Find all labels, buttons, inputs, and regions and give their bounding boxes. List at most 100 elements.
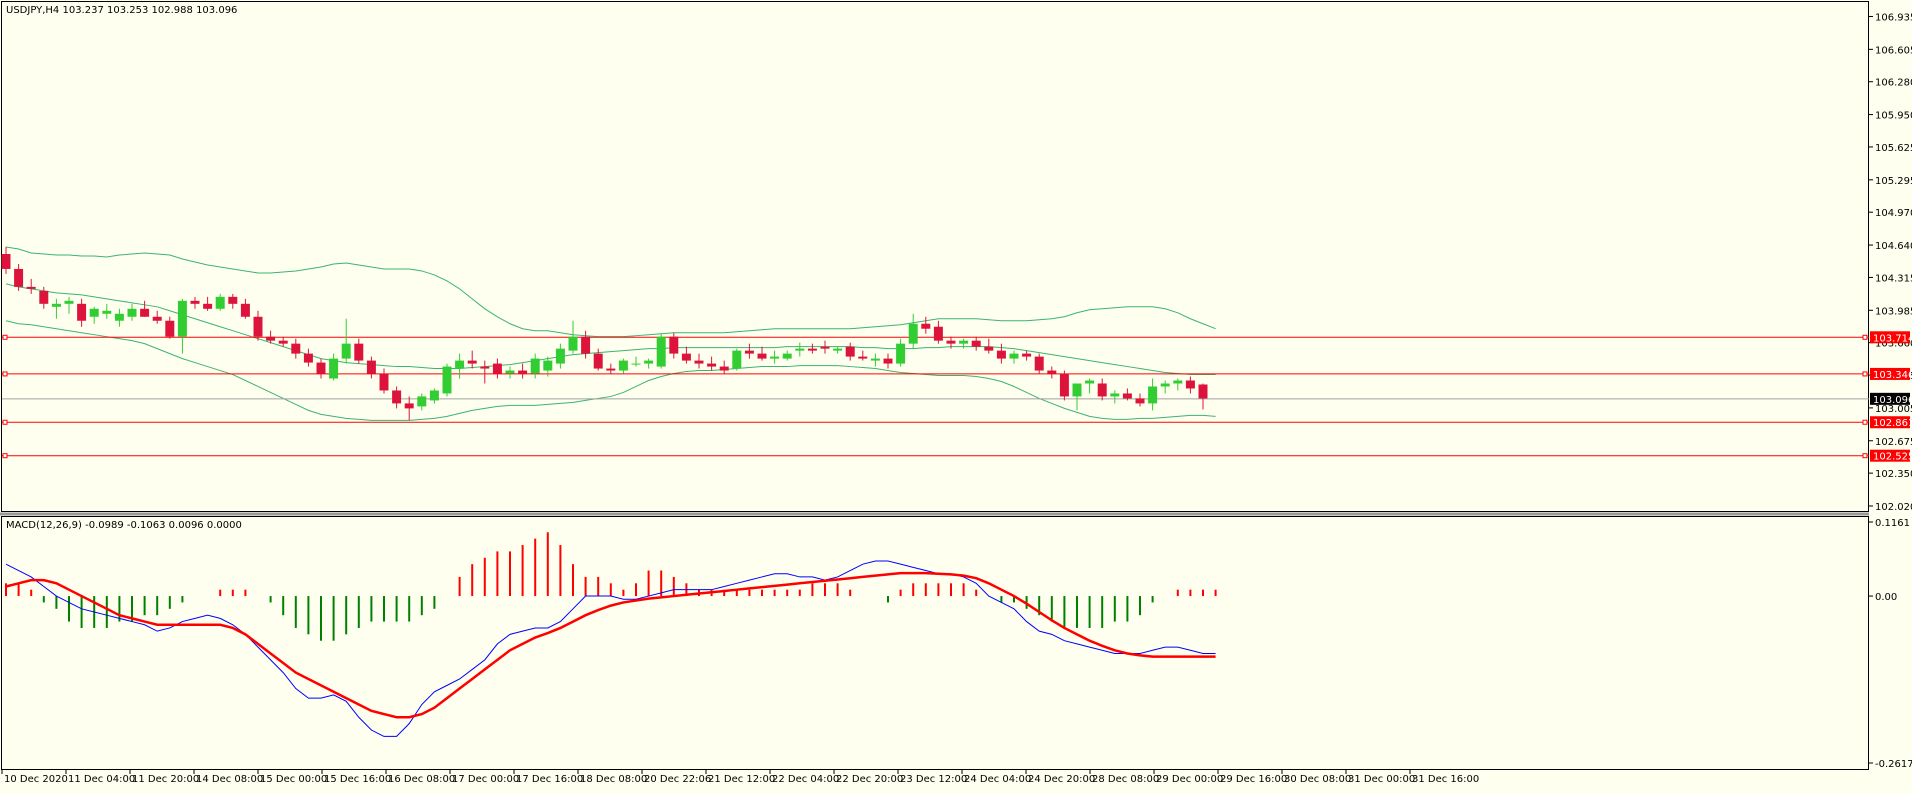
- candle-body: [1022, 353, 1032, 357]
- candle-body: [127, 308, 137, 317]
- candle-body: [896, 343, 906, 364]
- candle: [455, 353, 465, 379]
- candle: [543, 356, 553, 377]
- candle: [417, 393, 427, 411]
- bollinger-upper-line: [5, 246, 1216, 338]
- price-level-tag: [1870, 331, 1910, 344]
- time-tick-label: 22 Dec 04:00: [772, 774, 839, 785]
- candle: [631, 356, 641, 367]
- candle-body: [228, 296, 238, 304]
- candle-body: [921, 323, 931, 329]
- level-handle-right[interactable]: [1862, 334, 1868, 340]
- price-level-tag: [1870, 449, 1910, 462]
- candle-body: [39, 290, 49, 304]
- candle-body: [77, 303, 87, 321]
- candle-body: [278, 340, 288, 344]
- candle: [744, 343, 754, 359]
- candle: [1034, 353, 1044, 374]
- candle-body: [492, 363, 502, 374]
- candle: [933, 320, 943, 344]
- candle-body: [656, 336, 666, 367]
- level-handle-right[interactable]: [1862, 419, 1868, 425]
- level-handle-left[interactable]: [2, 453, 8, 459]
- candle: [568, 320, 578, 354]
- time-tick-label: 11 Dec 20:00: [132, 774, 199, 785]
- candle: [392, 386, 402, 409]
- horizontal-levels[interactable]: 103.714 103.346 102.861 102.525 103.096: [2, 331, 1912, 463]
- current-price-label: 103.096: [1873, 395, 1912, 406]
- candle: [1085, 378, 1095, 394]
- candle-body: [303, 353, 313, 363]
- candle: [757, 346, 767, 361]
- candle-body: [1148, 386, 1158, 404]
- price-tick-label: 106.280: [1875, 78, 1912, 89]
- time-tick-label: 17 Dec 00:00: [452, 774, 519, 785]
- level-handle-right[interactable]: [1862, 453, 1868, 459]
- candle: [165, 316, 175, 339]
- candle: [656, 333, 666, 369]
- candle-body: [845, 346, 855, 357]
- level-handle-left[interactable]: [2, 334, 8, 340]
- candle-body: [744, 350, 754, 354]
- price-axis: 106.935 106.605 106.280 105.950 105.625 105.2…: [1869, 12, 1912, 513]
- level-handle-left[interactable]: [2, 371, 8, 377]
- time-tick-label: 31 Dec 00:00: [1348, 774, 1415, 785]
- candle: [1122, 388, 1132, 401]
- level-handle-right[interactable]: [1862, 371, 1868, 377]
- candle-body: [114, 313, 124, 321]
- candle-body: [1047, 370, 1057, 374]
- candle: [896, 338, 906, 367]
- candle-body: [64, 300, 74, 304]
- candle: [681, 346, 691, 364]
- candle: [429, 388, 439, 404]
- price-tick-label: 102.675: [1875, 437, 1912, 448]
- candle: [858, 350, 868, 361]
- candle: [644, 358, 654, 369]
- candle-body: [51, 303, 61, 307]
- candle: [807, 343, 817, 354]
- level-handle-left[interactable]: [2, 419, 8, 425]
- candle-body: [316, 362, 326, 374]
- candle: [492, 358, 502, 379]
- price-tick-label: 103.660: [1875, 339, 1912, 350]
- candle-body: [858, 356, 868, 359]
- candle: [1135, 393, 1145, 407]
- macd-tick-label: 0.00: [1875, 592, 1897, 603]
- candle: [140, 300, 150, 317]
- candle-body: [732, 350, 742, 369]
- candle: [89, 306, 99, 324]
- macd-axis: 0.1161 0.00 -0.2617: [1869, 518, 1912, 770]
- candle-body: [782, 353, 792, 359]
- candle-body: [215, 296, 225, 309]
- candle: [215, 293, 225, 311]
- candle-body: [518, 370, 528, 374]
- candle: [329, 353, 339, 381]
- candle-body: [870, 358, 880, 361]
- candle-body: [152, 316, 162, 321]
- current-price-tag: [1870, 392, 1910, 405]
- candlestick-series: [1, 247, 1208, 421]
- candle-body: [606, 368, 616, 371]
- candle: [442, 363, 452, 397]
- candle-body: [1097, 383, 1107, 397]
- candle: [707, 356, 717, 371]
- time-tick-label: 28 Dec 08:00: [1092, 774, 1159, 785]
- candle: [593, 348, 603, 371]
- candle: [1198, 383, 1208, 410]
- candle-body: [1059, 373, 1069, 397]
- price-level-label: 103.714: [1873, 333, 1912, 344]
- price-level-label: 102.525: [1873, 452, 1912, 463]
- candle: [555, 343, 565, 369]
- candle-body: [694, 360, 704, 364]
- candle: [1059, 370, 1069, 401]
- candle: [1, 247, 11, 274]
- price-tick-label: 105.625: [1875, 143, 1912, 154]
- price-tick-label: 103.005: [1875, 404, 1912, 415]
- candle-body: [1173, 380, 1183, 384]
- candle-body: [807, 348, 817, 351]
- candle-body: [190, 300, 200, 304]
- time-tick-label: 14 Dec 08:00: [196, 774, 263, 785]
